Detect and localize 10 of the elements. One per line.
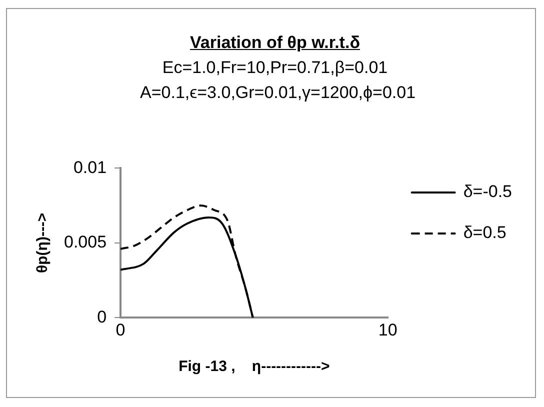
legend-label: δ=-0.5	[463, 182, 512, 202]
legend-label: δ=0.5	[463, 223, 506, 242]
chart-title: Variation of θp w.r.t.δ	[189, 32, 361, 54]
x-tick-label: 10	[378, 320, 398, 340]
chart-subtitle: Ec=1.0,Fr=10,Pr=0.71,β=0.01 A=0.1,ϵ=3.0,Gr=0.01,γ=1200,ϕ=0.01	[140, 57, 416, 104]
y-tick-label: 0.005	[64, 232, 107, 252]
y-axis-title: θp(η)--->	[34, 212, 52, 273]
x-axis-title: Fig -13 , η------------>	[178, 358, 330, 376]
y-tick-label: 0	[97, 307, 107, 326]
y-tick-label: 0.01	[73, 158, 107, 177]
